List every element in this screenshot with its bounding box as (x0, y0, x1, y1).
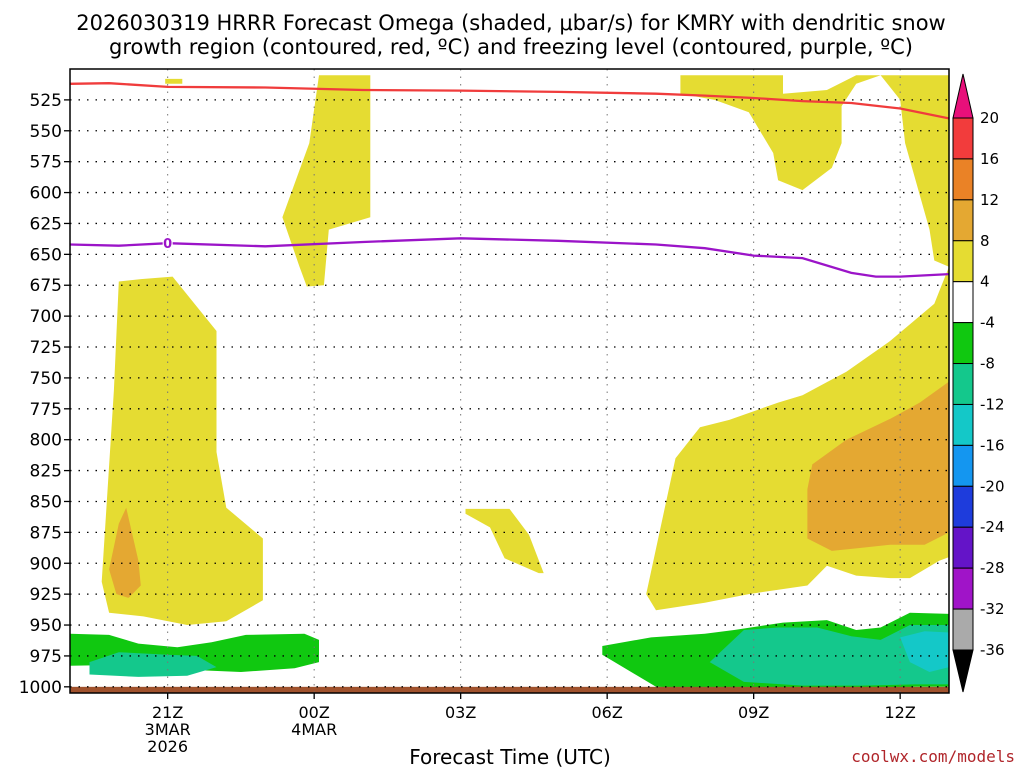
y-tick-label: 900 (30, 554, 62, 574)
y-tick-label: 675 (30, 276, 62, 296)
freezing-level-label: 0 (163, 237, 172, 252)
colorbar-segment (952, 199, 974, 242)
y-tick-label: 725 (30, 338, 62, 358)
x-tick-label: 3MAR (145, 720, 191, 739)
contour-layer: 0 (70, 82, 949, 278)
colorbar-label: -24 (980, 518, 1005, 536)
colorbar-label: 16 (980, 150, 999, 168)
y-tick-label: 650 (30, 245, 62, 265)
omega-region-3 (465, 508, 598, 574)
omega-region-10 (89, 652, 217, 677)
colorbar-top-arrow (952, 73, 974, 119)
y-tick-label: 575 (30, 153, 62, 173)
y-tick-label: 775 (30, 400, 62, 420)
y-tick-label: 525 (30, 91, 62, 111)
colorbar-segment (952, 322, 974, 365)
y-tick-label: 875 (30, 523, 62, 543)
y-tick-label: 625 (30, 214, 62, 234)
colorbar: 20 16 12 8 4 -4 -8 -12 -16 -20 -24 -28 -32 -36 (952, 73, 1005, 693)
y-tick-label: 1000 (19, 678, 62, 698)
chart-title-line-2: growth region (contoured, red, ºC) and f… (109, 35, 913, 59)
colorbar-bottom-arrow (952, 649, 974, 693)
colorbar-label: -20 (980, 477, 1005, 495)
colorbar-segment (952, 403, 974, 446)
colorbar-label: -36 (980, 641, 1005, 659)
y-tick-label: 975 (30, 647, 62, 667)
colorbar-label: -12 (980, 395, 1005, 413)
y-tick-label: 950 (30, 616, 62, 636)
colorbar-label: -4 (980, 314, 995, 332)
contour-label-bg (162, 235, 173, 251)
source-credit: coolwx.com/models (851, 747, 1015, 766)
x-tick-label: 2026 (147, 737, 188, 756)
x-tick-label: 00Z (299, 703, 330, 722)
colorbar-segment (952, 444, 974, 487)
colorbar-segment (952, 608, 974, 651)
colorbar-label: 12 (980, 191, 999, 209)
snow-growth-contour (70, 82, 949, 120)
x-tick-label: 09Z (738, 703, 769, 722)
colorbar-segment (952, 485, 974, 528)
colorbar-label: 8 (980, 232, 990, 250)
colorbar-label: -8 (980, 355, 995, 373)
omega-region-1 (282, 75, 371, 287)
pressure-axis: 525 550 575 600 625 650 675 700 725 750 775 800 825 8… (19, 91, 70, 698)
x-tick-label: 12Z (885, 703, 916, 722)
x-axis-label: Forecast Time (UTC) (409, 745, 611, 768)
y-tick-label: 700 (30, 307, 62, 327)
omega-shaded-layer (70, 69, 949, 693)
y-tick-label: 600 (30, 184, 62, 204)
colorbar-label: 20 (980, 109, 999, 127)
colorbar-segment (952, 158, 974, 201)
colorbar-segment (952, 281, 974, 324)
omega-region-6 (109, 507, 141, 598)
colorbar-segment (952, 567, 974, 610)
omega-region-11 (709, 625, 949, 686)
omega-region-0 (165, 78, 183, 84)
colorbar-label: -32 (980, 600, 1005, 618)
colorbar-label: -28 (980, 559, 1005, 577)
y-tick-label: 925 (30, 585, 62, 605)
colorbar-segment (952, 117, 974, 160)
surface-ground-band (70, 686, 949, 693)
x-tick-label: 4MAR (291, 720, 337, 739)
y-tick-label: 800 (30, 431, 62, 451)
y-tick-label: 550 (30, 122, 62, 142)
freezing-level-contour (70, 237, 949, 278)
colorbar-segment (952, 363, 974, 405)
x-tick-label: 03Z (445, 703, 476, 722)
omega-region-12 (900, 631, 949, 672)
colorbar-segment (952, 240, 974, 283)
y-tick-label: 850 (30, 492, 62, 512)
omega-region-2 (101, 276, 263, 625)
x-tick-label: 06Z (592, 703, 623, 722)
omega-region-7 (807, 381, 949, 551)
colorbar-label: -16 (980, 436, 1005, 454)
omega-region-5 (680, 75, 949, 267)
plot-frame (69, 68, 950, 694)
chart-title-line-1: 2026030319 HRRR Forecast Omega (shaded, … (76, 11, 946, 35)
x-tick-label: 21Z (152, 703, 183, 722)
y-tick-label: 750 (30, 369, 62, 389)
y-tick-label: 825 (30, 462, 62, 482)
colorbar-segment (952, 526, 974, 569)
colorbar-label: 4 (980, 273, 990, 291)
